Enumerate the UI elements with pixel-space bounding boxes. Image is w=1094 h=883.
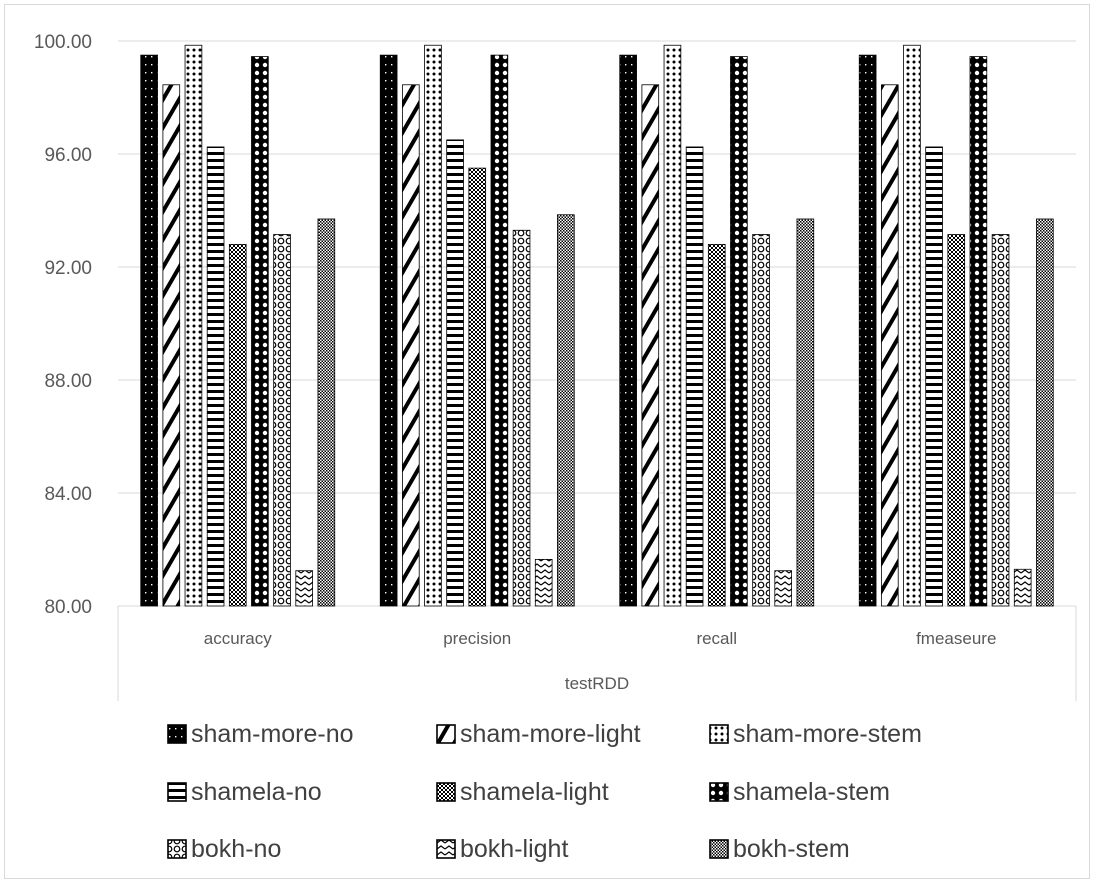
legend-swatch [436,782,456,802]
legend-swatch [709,839,729,859]
bar-shamela-stem-accuracy [251,56,269,607]
x-axis: accuracy precision recall fmeaseure testRDD [117,606,1077,701]
bar-shamela-no-recall [685,146,704,607]
bar-shamela-light-accuracy [228,243,247,607]
bar-chart: 80.00 84.00 88.00 92.00 96.00 100.00 accuracy… [34,32,1077,863]
y-axis: 80.00 84.00 88.00 92.00 96.00 100.00 [34,32,92,618]
legend-label: shamela-light [460,778,609,806]
legend: sham-more-no sham-more-light sham-more-ste… [167,720,922,863]
bar-bokh-light-accuracy [295,570,313,607]
legend-label: bokh-light [460,835,568,863]
bar-bokh-stem-accuracy [317,218,336,607]
bar-sham-more-light-recall [641,84,660,607]
bar-shamela-no-fmeaseure [925,146,943,607]
y-tick-label: 88.00 [44,371,92,392]
y-tick-label: 92.00 [44,258,92,279]
bar-shamela-no-precision [446,139,464,607]
bar-sham-more-no-precision [379,54,398,607]
legend-label: shamela-stem [733,778,890,806]
y-tick-label: 100.00 [34,32,92,53]
y-tick-label: 84.00 [44,484,92,505]
bar-bokh-stem-precision [557,214,575,607]
legend-swatch [709,782,729,802]
legend-swatch [436,724,456,744]
bar-sham-more-stem-accuracy [184,44,203,607]
bar-sham-more-light-fmeaseure [881,84,899,607]
legend-label: bokh-stem [733,835,850,863]
bar-shamela-no-accuracy [206,146,225,607]
bar-bokh-light-fmeaseure [1013,568,1032,607]
x-axis-title: testRDD [565,674,629,693]
legend-swatch [709,724,729,744]
legend-label: bokh-no [191,835,281,863]
bar-sham-more-no-recall [619,54,637,607]
bar-bokh-no-precision [512,229,531,607]
chart-area: 80.00 84.00 88.00 92.00 96.00 100.00 accuracy… [4,4,1090,879]
bar-sham-more-stem-recall [663,44,682,607]
legend-label: shamela-no [191,778,322,806]
legend-swatch [167,782,187,802]
bar-sham-more-light-precision [401,84,420,607]
bars [140,44,1054,607]
bar-sham-more-stem-precision [424,44,442,607]
bar-bokh-light-recall [774,570,792,607]
legend-swatch [436,839,456,859]
bar-shamela-light-fmeaseure [947,234,966,607]
y-tick-label: 96.00 [44,145,92,166]
bar-shamela-stem-precision [490,54,509,607]
bar-bokh-no-recall [752,234,770,607]
legend-label: sham-more-light [460,720,641,748]
category-label: recall [696,629,737,648]
category-label: fmeaseure [916,629,996,648]
bar-bokh-stem-recall [796,218,815,607]
bar-sham-more-stem-fmeaseure [903,44,921,607]
legend-label: sham-more-no [191,720,354,748]
bar-sham-more-no-fmeaseure [858,54,877,607]
bar-shamela-stem-recall [730,56,748,607]
bar-bokh-light-precision [534,558,553,607]
bar-sham-more-no-accuracy [140,54,158,607]
bar-sham-more-light-accuracy [162,84,181,607]
bar-shamela-stem-fmeaseure [969,56,988,607]
bar-bokh-no-fmeaseure [991,234,1010,607]
legend-label: sham-more-stem [733,720,922,748]
legend-swatch [167,839,187,859]
bar-shamela-light-recall [707,243,726,607]
bar-bokh-no-accuracy [273,234,291,607]
category-label: precision [443,629,511,648]
bar-shamela-light-precision [468,167,487,607]
bar-bokh-stem-fmeaseure [1036,218,1054,607]
y-tick-label: 80.00 [44,597,92,618]
legend-swatch [167,724,187,744]
category-label: accuracy [204,629,273,648]
